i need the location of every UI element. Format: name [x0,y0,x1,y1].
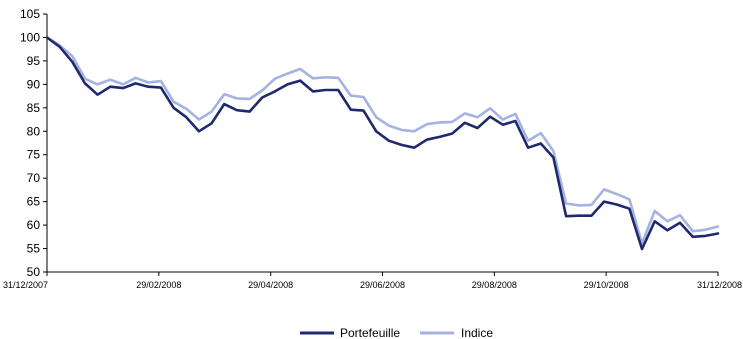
x-axis: 31/12/2007 29/02/2008 29/04/2008 29/06/2008… [3,271,742,290]
legend-label-indice: Indice [461,326,493,339]
y-tick-label: 65 [27,195,41,209]
y-tick-label: 60 [27,218,41,232]
y-tick-label: 95 [27,54,41,68]
y-tick-label: 80 [27,124,41,138]
y-tick-label: 75 [27,148,41,162]
y-tick-label: 70 [27,171,41,185]
series-lines [45,36,720,251]
x-tick-label: 29/06/2008 [360,280,405,290]
x-tick-label: 31/12/2008 [697,280,742,290]
legend: Portefeuille Indice [300,326,493,339]
series-line-portefeuille [45,36,720,251]
x-tick-label: 29/10/2008 [584,280,629,290]
x-tick-label: 29/08/2008 [472,280,517,290]
y-tick-label: 55 [27,242,41,256]
y-tick-label: 105 [20,7,40,21]
x-tick-label: 29/02/2008 [136,280,181,290]
y-tick-label: 50 [27,265,41,279]
y-axis: 50 55 60 65 70 75 80 85 90 95 100 105 [20,7,48,279]
y-tick-label: 100 [20,30,40,44]
x-tick-label: 31/12/2007 [3,280,48,290]
legend-label-portefeuille: Portefeuille [340,326,400,339]
y-tick-label: 85 [27,101,41,115]
series-line-indice [45,36,720,245]
x-tick-label: 29/04/2008 [248,280,293,290]
y-tick-label: 90 [27,77,41,91]
